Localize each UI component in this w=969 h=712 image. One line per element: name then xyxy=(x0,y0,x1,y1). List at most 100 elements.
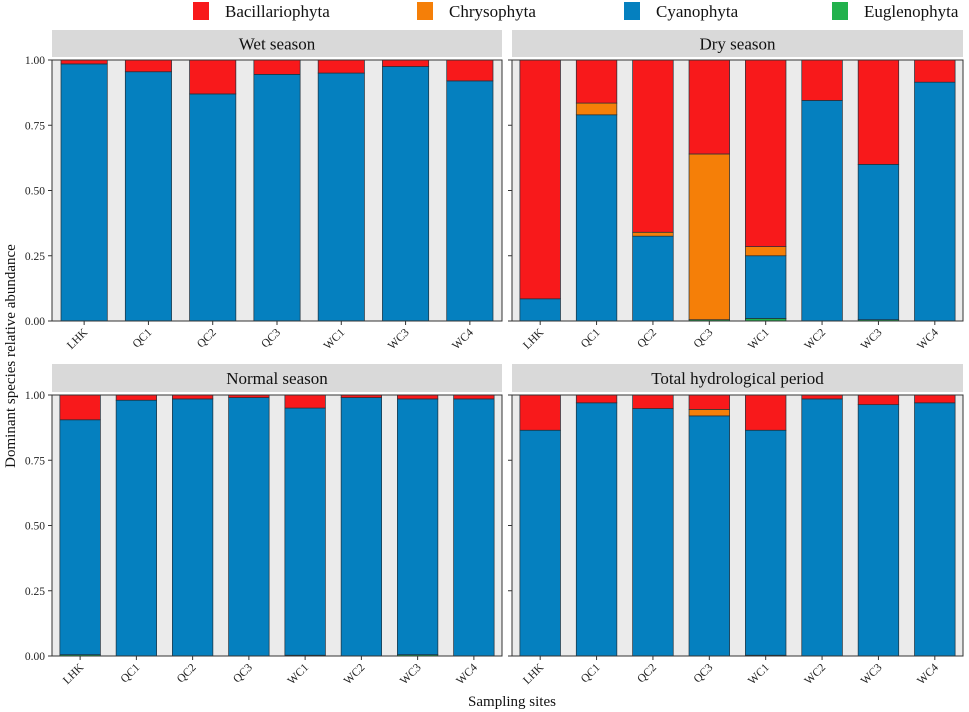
x-tick-label: QC2 xyxy=(635,326,659,350)
x-tick-label: QC2 xyxy=(195,326,219,350)
bar-wc1 xyxy=(745,394,787,657)
bar-segment-bacillariophyta xyxy=(688,394,730,410)
y-tick-label: 0.25 xyxy=(25,251,45,263)
x-tick-label: WC1 xyxy=(746,326,772,352)
bar-wc1 xyxy=(284,394,326,657)
x-tick-label: QC1 xyxy=(131,326,155,350)
bar-wc2 xyxy=(801,394,843,657)
bar-lhk xyxy=(60,59,108,322)
x-tick-label: QC3 xyxy=(692,326,716,350)
x-tick-label: WC3 xyxy=(859,326,885,352)
bar-segment-cyanophyta xyxy=(857,404,900,657)
legend-swatch-chrysophyta xyxy=(417,2,433,20)
x-tick-label: LHK xyxy=(61,661,87,687)
bar-segment-cyanophyta xyxy=(632,408,674,657)
bar-segment-bacillariophyta xyxy=(519,59,561,300)
x-tick-label: WC3 xyxy=(859,661,885,687)
strip-background xyxy=(512,364,963,392)
strip-background xyxy=(512,30,963,57)
legend-item-euglenophyta: Euglenophyta xyxy=(832,2,959,21)
x-tick-label: WC2 xyxy=(803,661,829,687)
bar-segment-bacillariophyta xyxy=(453,394,495,400)
x-tick-label: LHK xyxy=(521,661,547,687)
legend-label-cyanophyta: Cyanophyta xyxy=(656,2,739,21)
bar-segment-cyanophyta xyxy=(115,399,157,657)
bar-segment-bacillariophyta xyxy=(575,394,618,404)
bar-segment-bacillariophyta xyxy=(397,394,439,400)
y-tick-label: 1.00 xyxy=(25,390,45,402)
x-tick-label: WC4 xyxy=(450,326,476,352)
bar-wc4 xyxy=(914,59,956,322)
bar-segment-cyanophyta xyxy=(801,100,843,322)
bar-segment-cyanophyta xyxy=(632,235,674,322)
bar-qc3 xyxy=(688,59,730,322)
bar-segment-chrysophyta xyxy=(745,246,787,257)
legend-swatch-cyanophyta xyxy=(624,2,640,20)
y-tick-label: 0.50 xyxy=(25,186,45,198)
bar-segment-bacillariophyta xyxy=(60,59,108,65)
panel-title: Dry season xyxy=(699,35,776,54)
panel-border xyxy=(51,394,503,657)
bar-segment-bacillariophyta xyxy=(317,59,365,74)
bar-segment-cyanophyta xyxy=(857,164,900,321)
bar-wc2 xyxy=(340,394,382,657)
bar-segment-bacillariophyta xyxy=(914,394,956,404)
bar-segment-bacillariophyta xyxy=(59,394,101,421)
legend-swatch-euglenophyta xyxy=(832,2,848,20)
legend-item-chrysophyta: Chrysophyta xyxy=(417,2,536,21)
bar-segment-bacillariophyta xyxy=(857,59,900,165)
x-tick-label: WC2 xyxy=(342,661,368,687)
bar-segment-cyanophyta xyxy=(688,415,730,657)
strip-background xyxy=(52,30,502,57)
bar-segment-chrysophyta xyxy=(632,231,674,237)
y-axis-title: Dominant species relative abundance xyxy=(3,244,19,468)
bar-segment-chrysophyta xyxy=(688,153,730,321)
y-tick-label: 0.75 xyxy=(25,120,45,132)
x-tick-label: WC4 xyxy=(454,661,480,687)
x-tick-label: WC1 xyxy=(322,326,348,352)
bar-segment-bacillariophyta xyxy=(115,394,157,401)
bar-segment-bacillariophyta xyxy=(745,394,787,431)
x-tick-label: QC2 xyxy=(175,661,199,685)
bar-segment-cyanophyta xyxy=(397,398,439,656)
bar-qc3 xyxy=(228,394,270,657)
bar-segment-cyanophyta xyxy=(59,419,101,656)
bar-wc3 xyxy=(857,59,900,322)
legend-item-cyanophyta: Cyanophyta xyxy=(624,2,739,21)
bar-segment-bacillariophyta xyxy=(801,394,843,400)
bar-wc3 xyxy=(382,59,430,322)
bar-segment-cyanophyta xyxy=(228,397,270,657)
x-tick-label: QC3 xyxy=(259,326,283,350)
bar-segment-cyanophyta xyxy=(60,63,108,322)
x-tick-label: WC4 xyxy=(915,326,941,352)
bar-segment-bacillariophyta xyxy=(124,59,172,73)
panel-title: Wet season xyxy=(239,35,316,54)
bar-segment-bacillariophyta xyxy=(446,59,494,82)
bar-qc1 xyxy=(115,394,157,657)
bar-segment-cyanophyta xyxy=(801,398,843,657)
x-tick-label: LHK xyxy=(521,326,547,352)
legend-label-chrysophyta: Chrysophyta xyxy=(449,2,536,21)
bar-segment-cyanophyta xyxy=(745,429,787,656)
bar-segment-cyanophyta xyxy=(124,71,172,322)
bar-qc2 xyxy=(189,59,237,322)
bar-segment-bacillariophyta xyxy=(745,59,787,247)
legend-swatch-bacillariophyta xyxy=(193,2,209,20)
bar-segment-cyanophyta xyxy=(453,398,495,657)
bar-qc1 xyxy=(575,394,618,657)
bar-segment-cyanophyta xyxy=(745,255,787,319)
panel-total-hydrological-period: Total hydrological period LHK QC1 QC2 QC3 WC1… xyxy=(508,364,964,687)
x-tick-label: QC3 xyxy=(231,661,255,685)
bar-segment-cyanophyta xyxy=(446,80,494,322)
bar-segment-cyanophyta xyxy=(317,72,365,322)
bar-qc1 xyxy=(575,59,618,322)
x-tick-label: QC1 xyxy=(119,661,143,685)
panel-normal-season: Normal season 0.00 0.25 0.50 0.75 1.00 LHK QC1 Q… xyxy=(25,364,503,687)
bar-segment-bacillariophyta xyxy=(189,59,237,95)
bar-segment-bacillariophyta xyxy=(632,394,674,409)
bar-wc4 xyxy=(453,394,495,657)
bar-segment-chrysophyta xyxy=(575,102,618,116)
y-tick-label: 0.50 xyxy=(25,521,45,533)
bar-segment-cyanophyta xyxy=(914,402,956,657)
y-tick-label: 0.25 xyxy=(25,586,45,598)
